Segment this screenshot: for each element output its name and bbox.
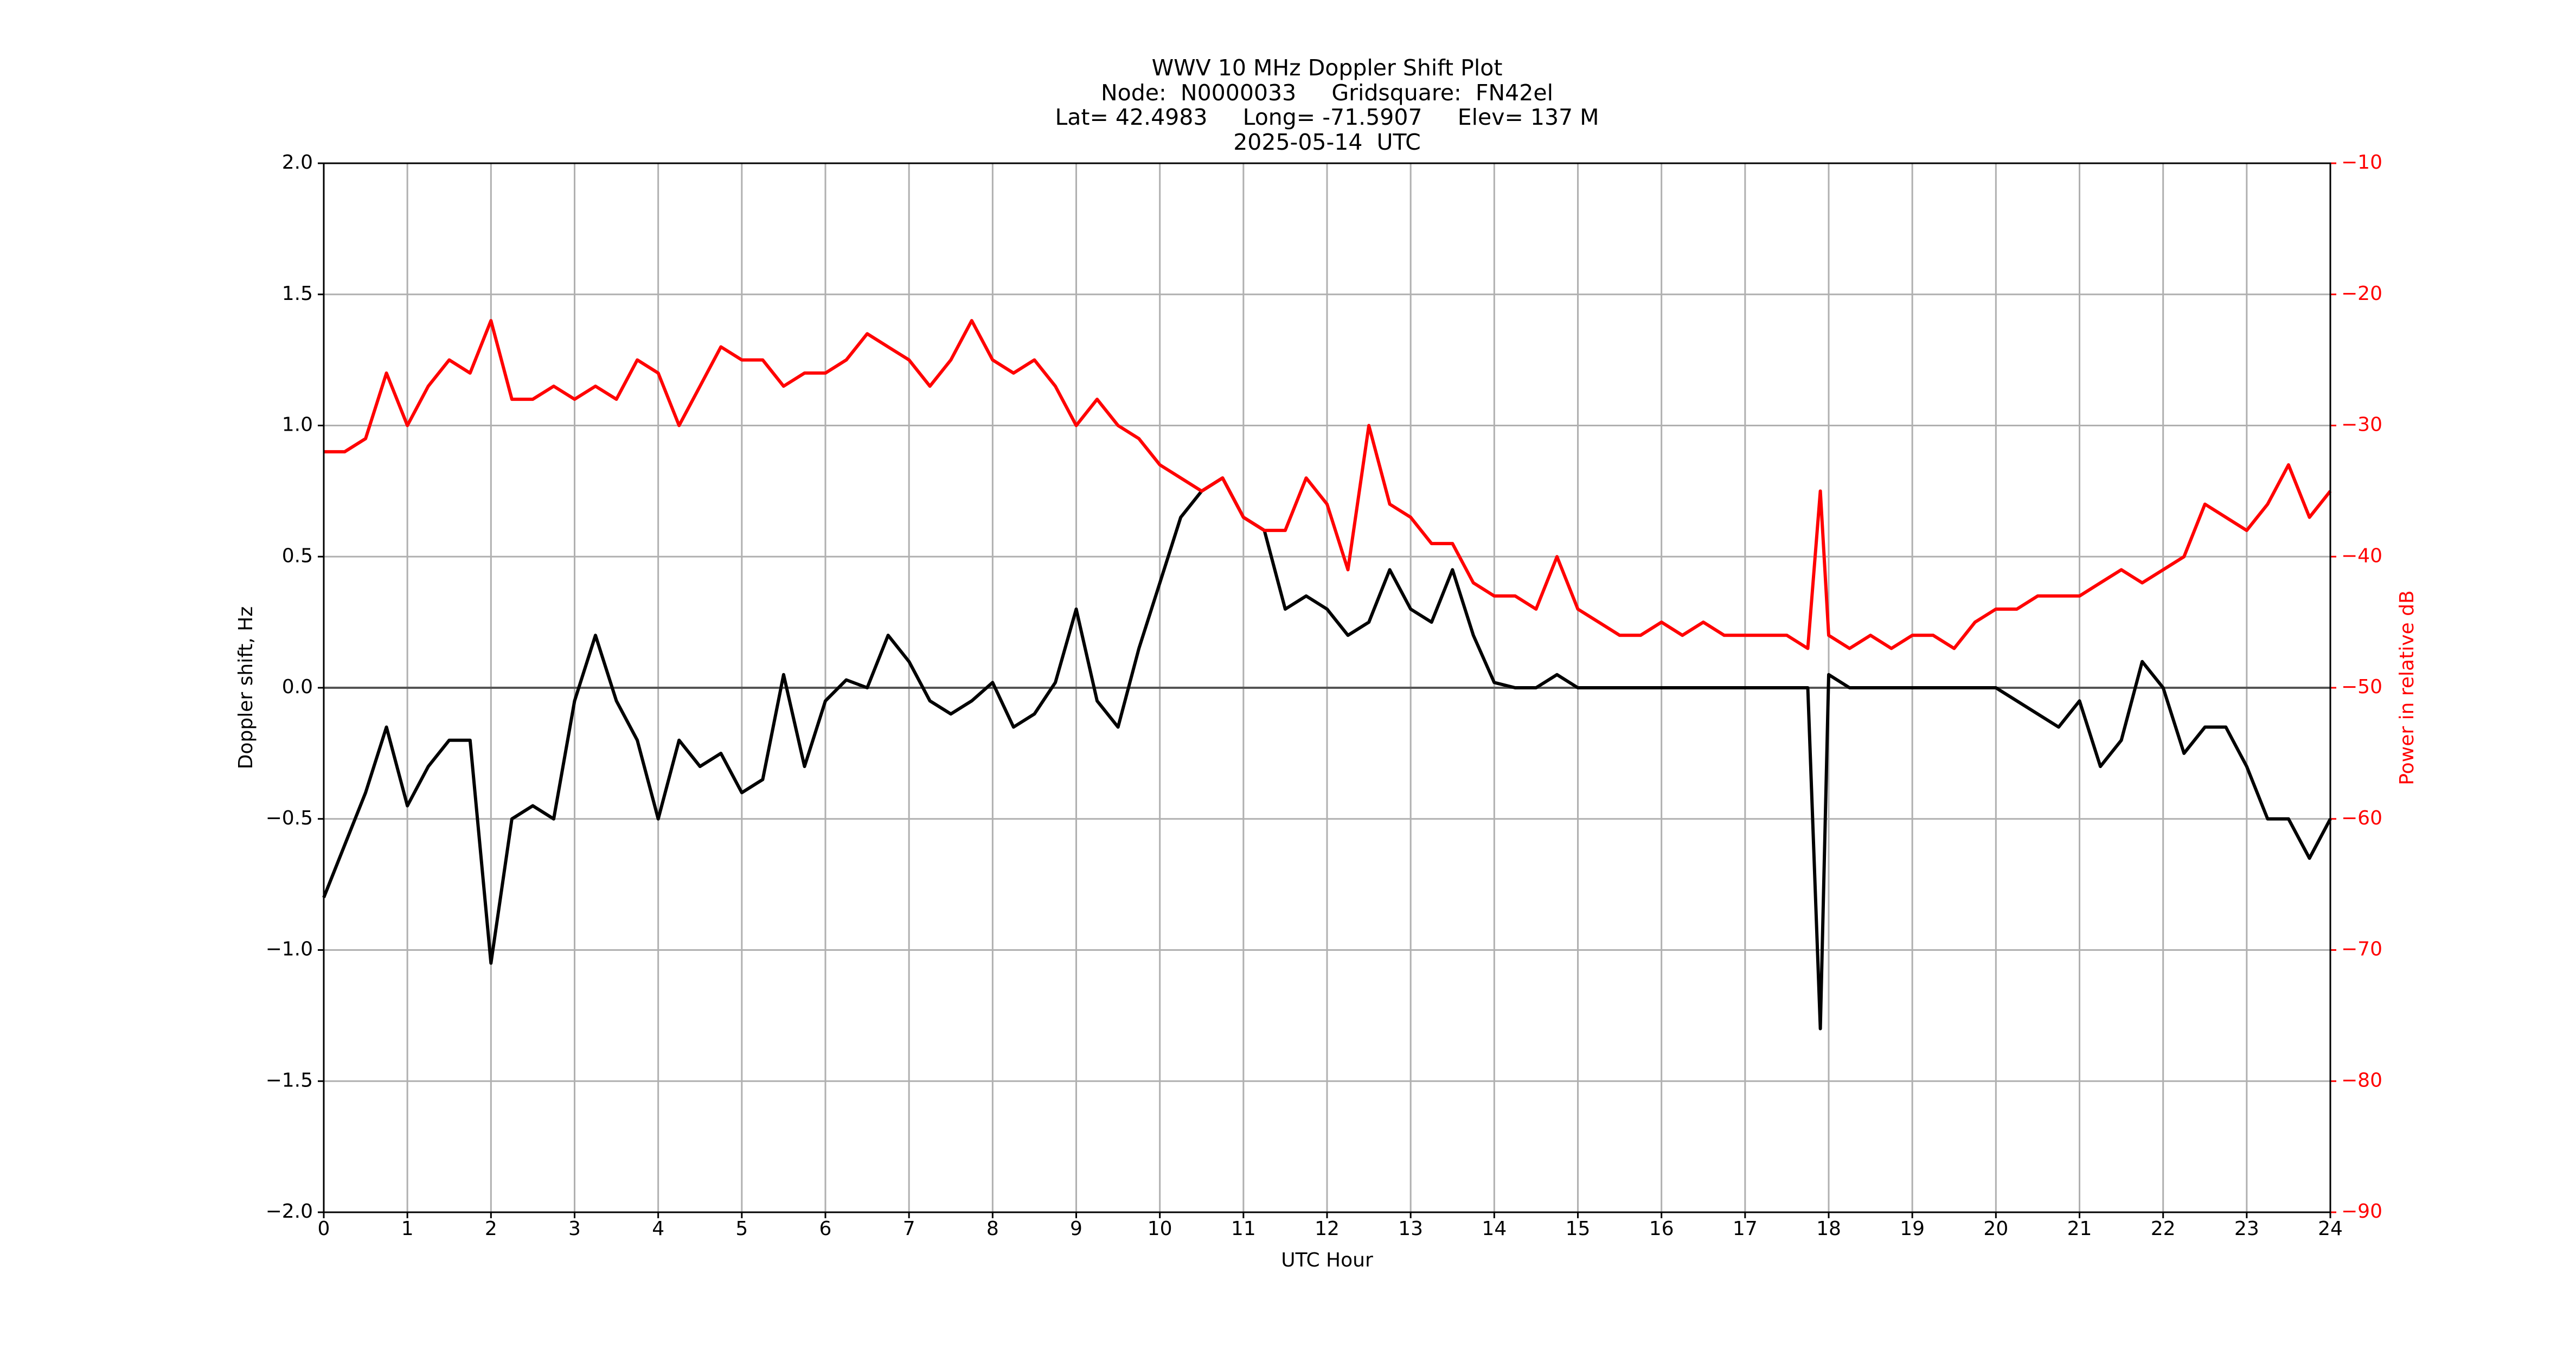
x-tick-label: 5 <box>735 1218 748 1240</box>
x-tick-label: 20 <box>1983 1218 2008 1240</box>
plot-frame <box>323 162 2331 1213</box>
x-tick-label: 8 <box>986 1218 999 1240</box>
y2-tick-label: −30 <box>2341 414 2382 436</box>
x-tick-label: 23 <box>2234 1218 2259 1240</box>
x-tick-label: 3 <box>568 1218 581 1240</box>
x-tick-label: 19 <box>1900 1218 1925 1240</box>
x-tick-label: 16 <box>1649 1218 1674 1240</box>
y-tick-label: 1.5 <box>282 283 313 305</box>
y2-tick-label: −40 <box>2341 545 2382 567</box>
y-tick-label: −2.0 <box>266 1200 313 1223</box>
y-tick-label: 2.0 <box>282 151 313 174</box>
x-tick-label: 21 <box>2067 1218 2092 1240</box>
data-line <box>322 476 2332 1031</box>
x-tick-label: 14 <box>1482 1218 1507 1240</box>
y2-tick-label: −60 <box>2341 807 2382 829</box>
y-axis-label: Doppler shift, Hz <box>235 606 257 769</box>
y-tick-label: −1.0 <box>266 938 313 961</box>
y2-axis-label: Power in relative dB <box>2396 590 2418 785</box>
y2-tick-label: −50 <box>2341 676 2382 698</box>
x-axis-label: UTC Hour <box>1281 1249 1373 1271</box>
x-tick-label: 17 <box>1733 1218 1758 1240</box>
y-tick-label: 0.0 <box>282 676 313 698</box>
y2-tick-label: −20 <box>2341 283 2382 305</box>
x-tick-label: 10 <box>1148 1218 1172 1240</box>
x-tick-label: 0 <box>318 1218 330 1240</box>
x-tick-label: 2 <box>485 1218 497 1240</box>
x-tick-label: 24 <box>2318 1218 2343 1240</box>
chart-subtitle: 2025-05-14 UTC <box>1233 129 1421 155</box>
y-tick-label: 0.5 <box>282 545 313 567</box>
x-tick-label: 13 <box>1398 1218 1423 1240</box>
x-tick-label: 9 <box>1070 1218 1082 1240</box>
x-tick-label: 12 <box>1315 1218 1340 1240</box>
data-line <box>324 319 2332 650</box>
x-tick-label: 22 <box>2151 1218 2176 1240</box>
x-tick-label: 18 <box>1816 1218 1841 1240</box>
y2-tick-label: −80 <box>2341 1069 2382 1091</box>
x-tick-label: 15 <box>1566 1218 1591 1240</box>
y-tick-label: −0.5 <box>266 807 313 829</box>
x-tick-label: 4 <box>652 1218 664 1240</box>
y2-tick-label: −90 <box>2341 1200 2382 1223</box>
chart-title: WWV 10 MHz Doppler Shift Plot <box>1152 55 1503 81</box>
chart-subtitle: Lat= 42.4983 Long= -71.5907 Elev= 137 M <box>1055 104 1599 130</box>
chart-subtitle: Node: N0000033 Gridsquare: FN42el <box>1101 80 1553 106</box>
y-tick-label: −1.5 <box>266 1069 313 1091</box>
y2-tick-label: −70 <box>2341 938 2382 961</box>
y2-tick-label: −10 <box>2341 151 2382 174</box>
y-tick-label: 1.0 <box>282 414 313 436</box>
x-tick-label: 1 <box>401 1218 414 1240</box>
x-tick-label: 11 <box>1231 1218 1256 1240</box>
x-tick-label: 7 <box>903 1218 915 1240</box>
x-tick-label: 6 <box>819 1218 832 1240</box>
